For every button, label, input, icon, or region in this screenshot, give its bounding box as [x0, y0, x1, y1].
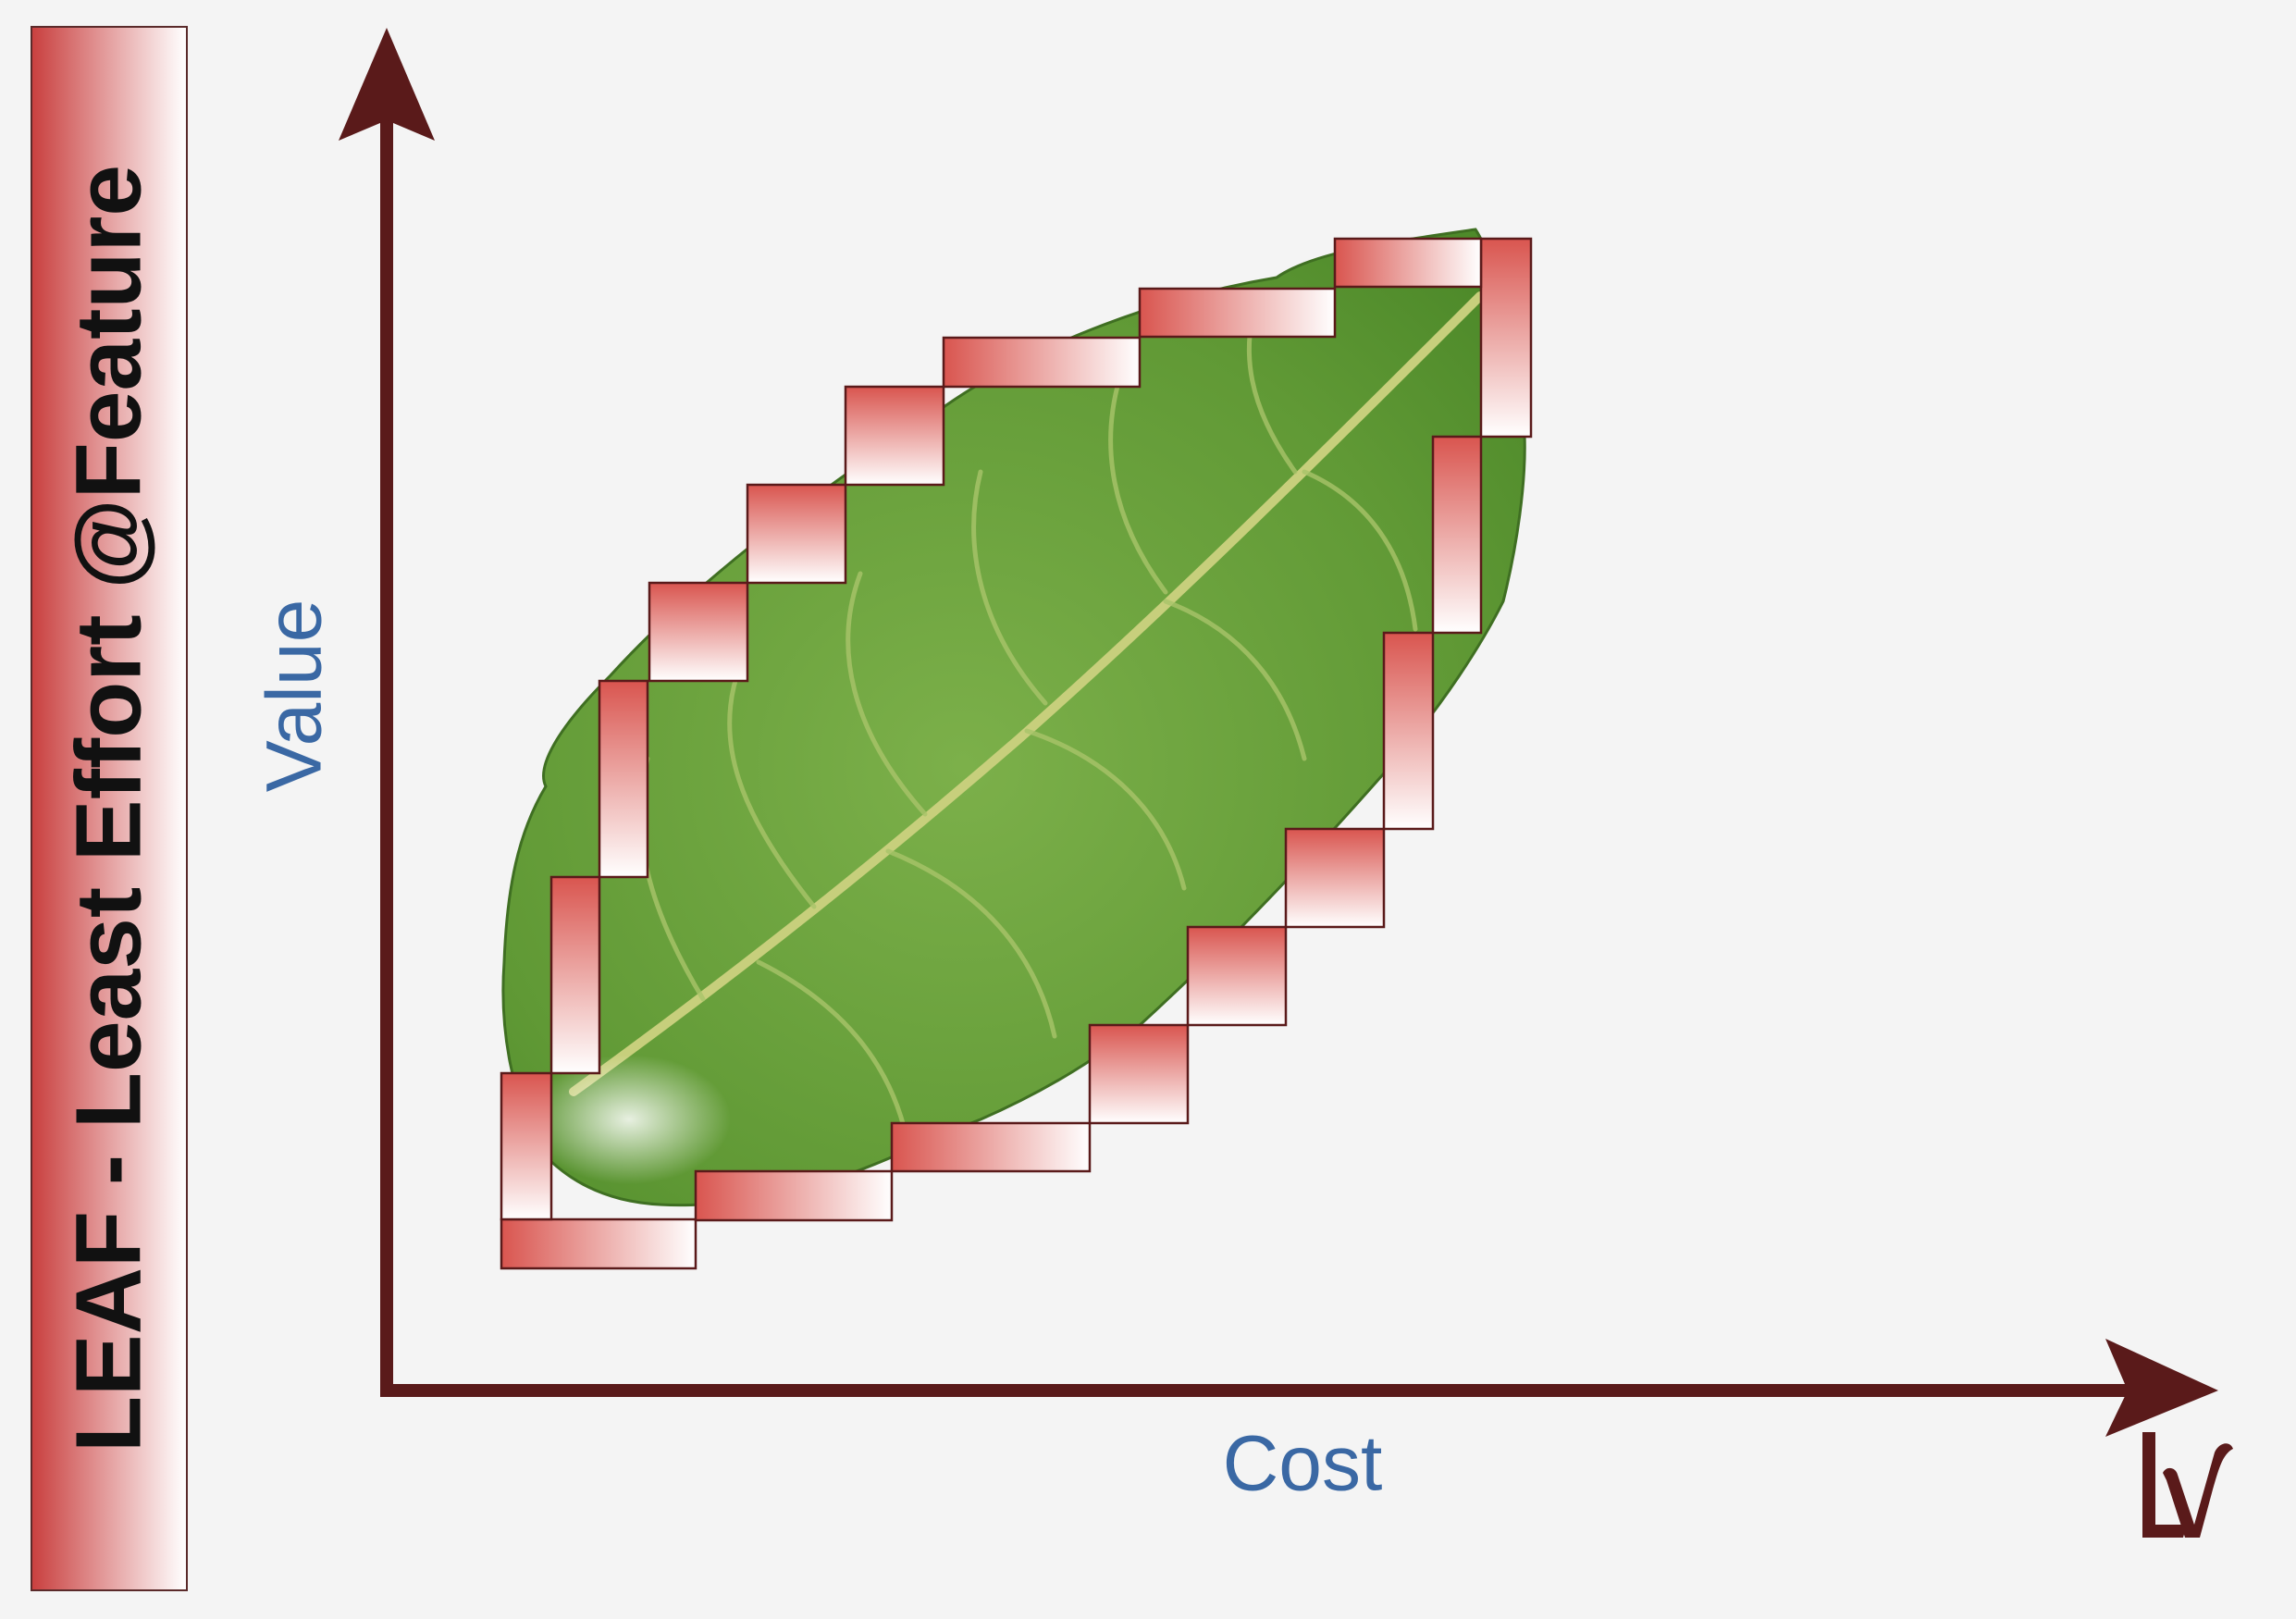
- title-banner: [31, 26, 188, 1591]
- lv-monogram-logo: [2142, 1432, 2233, 1538]
- block: [694, 1169, 894, 1222]
- block: [1382, 631, 1435, 831]
- y-axis-arrowhead: [339, 28, 435, 141]
- block: [500, 1071, 553, 1221]
- block: [1186, 925, 1288, 1027]
- staircase-blocks: [500, 237, 1533, 1270]
- leaf-veins: [638, 293, 1418, 1141]
- block: [746, 483, 847, 585]
- block: [844, 385, 945, 487]
- leaf-shine: [527, 1055, 731, 1184]
- block: [648, 581, 749, 683]
- block: [1431, 435, 1483, 635]
- y-axis-label: Value: [250, 599, 338, 793]
- block: [1138, 287, 1337, 339]
- axes: [339, 28, 2218, 1437]
- block: [1333, 237, 1483, 289]
- block: [1088, 1023, 1190, 1125]
- block: [890, 1121, 1092, 1173]
- leaf-midrib: [569, 291, 1485, 1096]
- block: [1284, 827, 1386, 929]
- block: [1479, 237, 1533, 439]
- block: [549, 875, 601, 1075]
- block: [598, 679, 649, 879]
- block: [500, 1217, 697, 1270]
- x-axis-label: Cost: [1222, 1419, 1383, 1507]
- x-axis-arrowhead: [2105, 1339, 2218, 1437]
- block: [942, 336, 1142, 389]
